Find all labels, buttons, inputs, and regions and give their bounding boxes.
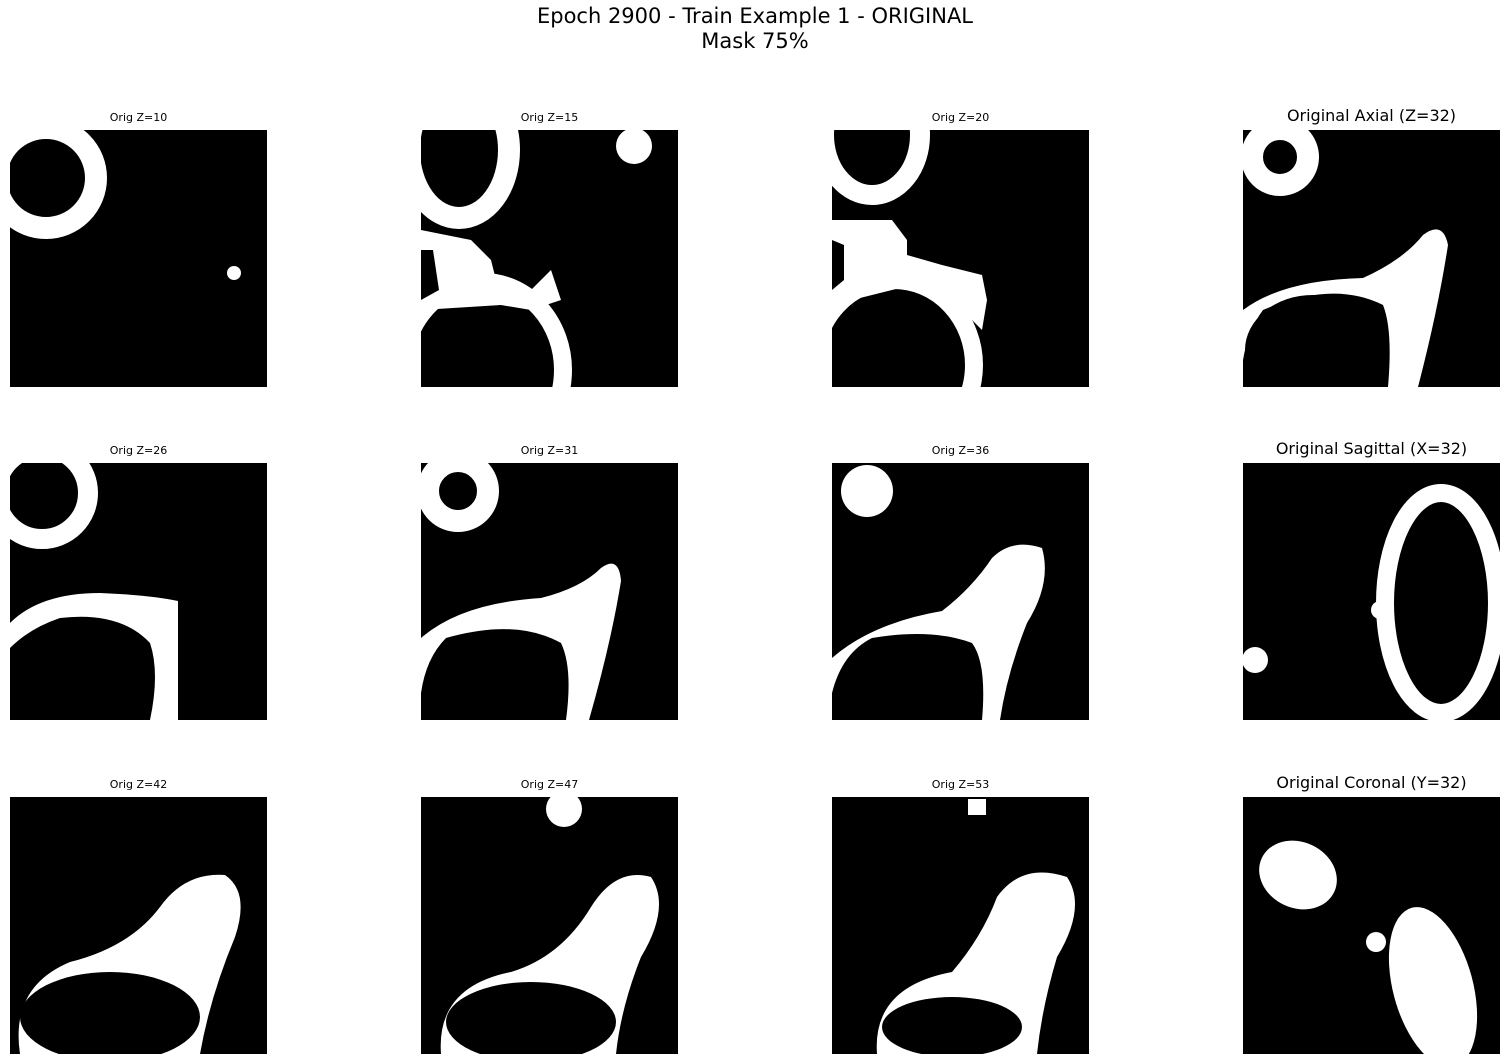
axial-view-image — [1243, 130, 1500, 387]
figure-title-line1: Epoch 2900 - Train Example 1 - ORIGINAL — [536, 4, 974, 28]
panel-title: Orig Z=20 — [931, 111, 990, 124]
figure-title-line2: Mask 75% — [701, 29, 809, 53]
panel-title: Orig Z=15 — [520, 111, 579, 124]
panel-title: Orig Z=42 — [109, 778, 168, 791]
panel-title: Orig Z=26 — [109, 444, 168, 457]
coronal-view-image — [1243, 797, 1500, 1054]
panel-title: Orig Z=47 — [520, 778, 579, 791]
slice-image-z36 — [832, 463, 1089, 720]
slice-image-z47 — [421, 797, 678, 1054]
slice-image-z20 — [832, 130, 1089, 387]
slice-image-z42 — [10, 797, 267, 1054]
sagittal-view-image — [1243, 463, 1500, 720]
panel-title: Orig Z=36 — [931, 444, 990, 457]
panel-title: Orig Z=31 — [520, 444, 579, 457]
slice-image-z15 — [421, 130, 678, 387]
panel-title: Original Sagittal (X=32) — [1275, 439, 1468, 458]
slice-image-z26 — [10, 463, 267, 720]
panel-title: Original Coronal (Y=32) — [1276, 773, 1467, 792]
panel-title: Original Axial (Z=32) — [1286, 106, 1457, 125]
slice-image-z31 — [421, 463, 678, 720]
figure-title: Epoch 2900 - Train Example 1 - ORIGINAL … — [0, 4, 1510, 54]
panel-title: Orig Z=10 — [109, 111, 168, 124]
panel-title: Orig Z=53 — [931, 778, 990, 791]
slice-image-z53 — [832, 797, 1089, 1054]
slice-image-z10 — [10, 130, 267, 387]
